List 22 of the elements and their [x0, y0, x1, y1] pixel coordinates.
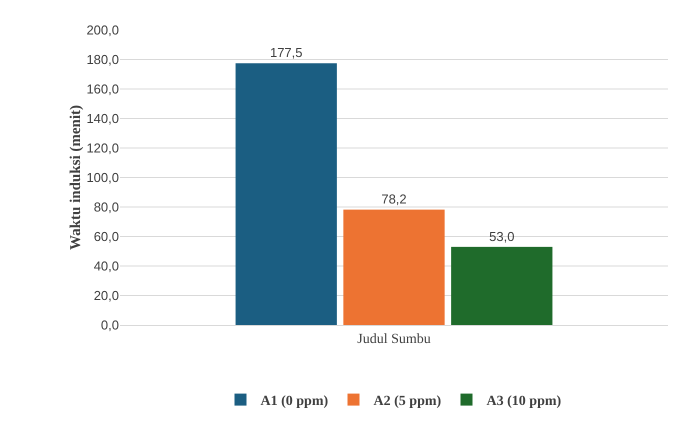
y-tick-label: 80,0 — [94, 200, 119, 215]
y-tick-label: 100,0 — [86, 170, 119, 186]
bar — [236, 63, 337, 325]
y-tick-label: 140,0 — [86, 111, 119, 126]
y-tick-label: 0,0 — [100, 318, 119, 333]
y-axis-title: Waktu induksi (menit) — [68, 104, 84, 250]
x-tick-label: Judul Sumbu — [357, 332, 431, 347]
y-tick-label: 60,0 — [94, 229, 119, 244]
y-tick-label: 40,0 — [94, 258, 119, 274]
data-label: 177,5 — [270, 45, 302, 60]
y-tick-label: 20,0 — [94, 288, 119, 304]
y-tick-label: 120,0 — [86, 140, 119, 156]
legend-label: A3 (10 ppm) — [486, 394, 562, 410]
bar — [451, 246, 552, 325]
legend-label: A1 (0 ppm) — [260, 394, 329, 410]
data-label: 53,0 — [489, 228, 514, 244]
legend-label: A2 (5 ppm) — [374, 394, 442, 410]
y-tick-label: 180,0 — [86, 52, 119, 68]
data-label: 78,2 — [381, 192, 407, 207]
y-tick-label: 160,0 — [86, 82, 119, 97]
y-tick-label: 200,0 — [86, 22, 119, 38]
bar — [343, 210, 445, 325]
